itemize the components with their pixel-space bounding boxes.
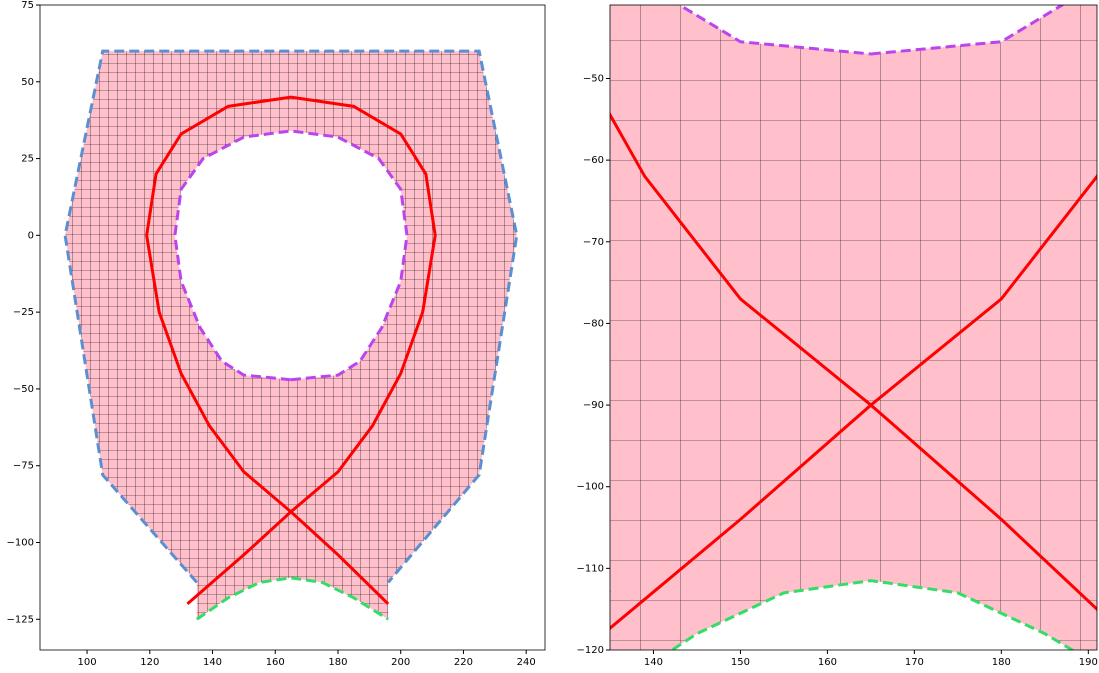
figure: 100 120 140 160 180 200 220 240 75 50 25 0 −25 −50 −75… — [0, 0, 1099, 673]
x-tick-label: 190 — [1079, 657, 1098, 668]
plot-area — [65, 51, 517, 619]
y-tick-label: −50 — [583, 73, 604, 84]
y-tick-label: −80 — [583, 318, 604, 329]
x-tick-label: 180 — [328, 657, 347, 668]
y-tick-label: 50 — [21, 77, 34, 88]
x-tick-label: 180 — [992, 657, 1011, 668]
x-tick-label: 160 — [266, 657, 285, 668]
x-tick-label: 170 — [905, 657, 924, 668]
x-tick-label: 140 — [644, 657, 663, 668]
page: 100 120 140 160 180 200 220 240 75 50 25 0 −25 −50 −75… — [0, 0, 1099, 673]
y-tick-label: −125 — [7, 614, 34, 625]
y-tick-label: −70 — [583, 237, 604, 248]
y-tick-label: −100 — [7, 538, 34, 549]
y-tick-label: −110 — [577, 563, 604, 574]
x-tick-label: 100 — [78, 657, 97, 668]
x-tick-label: 220 — [454, 657, 473, 668]
x-tick-label: 120 — [140, 657, 159, 668]
y-tick-label: −25 — [13, 307, 34, 318]
y-tick-label: 0 — [28, 230, 34, 241]
x-tick-label: 160 — [818, 657, 837, 668]
y-tick-label: −100 — [577, 482, 604, 493]
y-tick-label: −120 — [577, 645, 604, 656]
y-tick-label: −50 — [13, 384, 34, 395]
x-tick-label: 150 — [731, 657, 750, 668]
y-tick-label: 25 — [21, 154, 34, 165]
x-tick-label: 140 — [203, 657, 222, 668]
y-tick-label: −90 — [583, 400, 604, 411]
boundary-curve — [175, 131, 407, 380]
x-tick-label: 240 — [517, 657, 536, 668]
x-tick-label: 200 — [391, 657, 410, 668]
mesh-region — [65, 51, 517, 619]
y-tick-label: 75 — [21, 0, 34, 11]
y-tick-label: −60 — [583, 155, 604, 166]
y-tick-label: −75 — [13, 461, 34, 472]
